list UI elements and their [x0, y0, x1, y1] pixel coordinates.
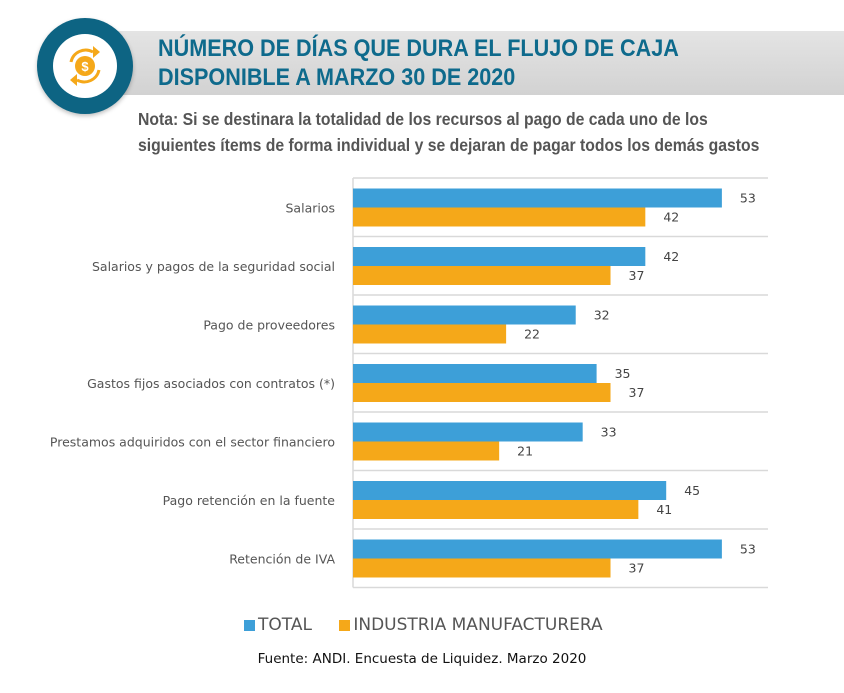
- badge-inner: $: [53, 34, 117, 98]
- bar-industria: [353, 266, 611, 285]
- title-line-2: DISPONIBLE A MARZO 30 DE 2020: [158, 64, 516, 91]
- legend-item-industria: INDUSTRIA MANUFACTURERA: [339, 615, 603, 635]
- data-label: 53: [740, 191, 756, 206]
- bar-total: [353, 539, 722, 559]
- bar-industria: [353, 207, 646, 227]
- bar-industria: [353, 324, 507, 344]
- chart-note: Nota: Si se destinara la totalidad de lo…: [138, 106, 759, 158]
- bar-total: [353, 247, 646, 266]
- legend-swatch-industria: [339, 619, 351, 631]
- chart-source: Fuente: ANDI. Encuesta de Liquidez. Marz…: [257, 651, 587, 667]
- data-label: 22: [524, 327, 540, 342]
- note-line-1: Nota: Si se destinara la totalidad de lo…: [138, 109, 708, 129]
- data-label: 42: [663, 249, 679, 264]
- data-label: 33: [601, 425, 617, 440]
- bar-industria: [353, 500, 639, 519]
- category-label: Gastos fijos asociados con contratos (*): [87, 376, 335, 391]
- bar-industria: [353, 441, 500, 461]
- data-label: 37: [629, 561, 645, 576]
- title-band: [118, 31, 844, 95]
- bar-total: [353, 364, 597, 383]
- title-badge: $: [37, 18, 133, 114]
- bar-total: [353, 422, 583, 442]
- bar-industria: [353, 383, 611, 402]
- chart-legend: TOTAL INDUSTRIA MANUFACTURERA: [244, 615, 625, 636]
- data-label: 37: [629, 385, 645, 400]
- bar-total: [353, 305, 576, 325]
- data-label: 32: [594, 308, 610, 323]
- legend-label-total: TOTAL: [258, 615, 312, 635]
- data-label: 53: [740, 542, 756, 557]
- bar-total: [353, 481, 667, 500]
- bar-chart: Salarios 53 42 Salarios y pagos de la segur…: [50, 177, 768, 589]
- bar-total: [353, 188, 722, 208]
- page-title: NÚMERO DE DÍAS QUE DURA EL FLUJO DE CAJA…: [158, 34, 679, 92]
- category-label: Pago de proveedores: [203, 318, 335, 333]
- data-label: 21: [517, 444, 533, 459]
- note-line-2: siguientes ítems de forma individual y s…: [138, 135, 760, 155]
- legend-item-total: TOTAL: [244, 615, 312, 635]
- category-label: Retención de IVA: [229, 552, 335, 567]
- category-label: Pago retención en la fuente: [163, 493, 336, 508]
- category-label: Salarios y pagos de la seguridad social: [92, 259, 335, 274]
- legend-swatch-total: [244, 619, 255, 631]
- legend-label-industria: INDUSTRIA MANUFACTURERA: [353, 615, 603, 635]
- data-label: 41: [656, 502, 672, 517]
- title-line-1: NÚMERO DE DÍAS QUE DURA EL FLUJO DE CAJA: [158, 35, 679, 62]
- cash-flow-dollar-icon: $: [69, 46, 101, 86]
- data-label: 37: [629, 268, 645, 283]
- bar-industria: [353, 558, 611, 578]
- category-label: Prestamos adquiridos con el sector finan…: [50, 435, 335, 450]
- category-label: Salarios: [286, 201, 336, 216]
- data-label: 45: [684, 483, 700, 498]
- data-label: 35: [615, 366, 631, 381]
- svg-text:$: $: [81, 59, 89, 74]
- data-label: 42: [663, 210, 679, 225]
